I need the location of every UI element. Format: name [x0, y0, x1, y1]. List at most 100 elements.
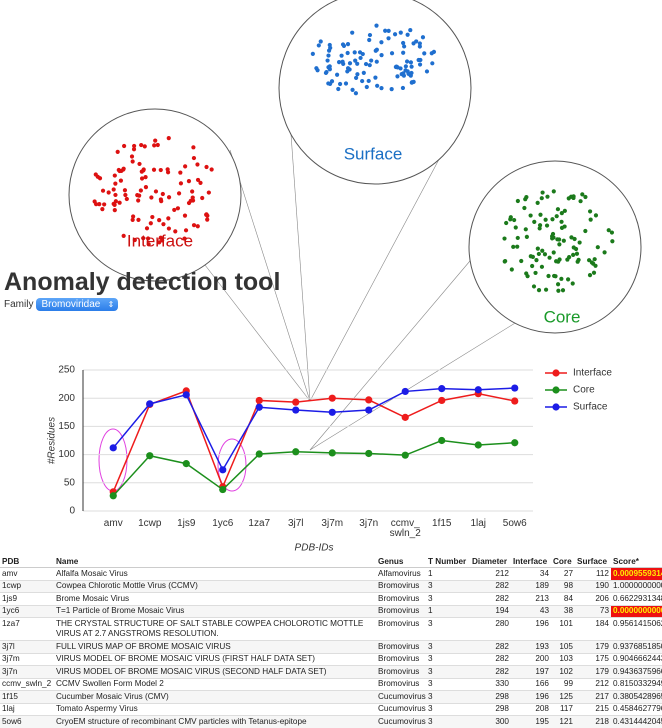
residue-dot [112, 208, 117, 213]
residue-dot [158, 235, 163, 240]
residue-dot [401, 71, 406, 76]
residue-dot [512, 217, 517, 223]
table-cell: Alfalfa Mosaic Virus [54, 567, 376, 580]
residue-dot [420, 35, 426, 40]
table-cell: 212 [470, 567, 511, 580]
residue-dot [100, 188, 106, 193]
column-header: Score* [611, 556, 662, 568]
x-tick-label: 5ow6 [503, 518, 527, 529]
data-point [292, 406, 300, 414]
table-cell: 282 [470, 579, 511, 593]
residue-dot [537, 223, 543, 228]
residue-dot [345, 66, 351, 71]
residue-dot [511, 244, 516, 249]
table-cell: 1 [426, 604, 470, 618]
table-cell: Cucumovirus [376, 690, 426, 703]
table-cell: 298 [470, 702, 511, 716]
table-cell: 3j7m [0, 652, 54, 666]
table-cell: THE CRYSTAL STRUCTURE OF SALT STABLE COW… [54, 617, 376, 641]
residue-dot [550, 217, 555, 222]
residue-dot [588, 217, 593, 222]
residue-dot [559, 211, 564, 216]
residue-dot [595, 245, 600, 250]
residue-dot [570, 281, 575, 286]
residue-dot [355, 72, 360, 77]
data-point [401, 413, 409, 421]
table-cell: 3 [426, 665, 470, 678]
residue-dot [153, 138, 158, 143]
residue-dot [157, 240, 162, 245]
residue-dot [152, 143, 157, 148]
residue-dot [195, 224, 200, 229]
residue-dot [113, 192, 118, 198]
residue-dot [409, 80, 415, 85]
residue-dot [191, 145, 196, 150]
table-cell: 1za7 [0, 617, 54, 641]
table-cell: Tomato Aspermy Virus [54, 702, 376, 716]
residue-dot [361, 70, 366, 75]
residue-dot [536, 288, 542, 293]
x-tick-label-line: 5ow6 [503, 518, 527, 529]
table-cell: 112 [575, 567, 611, 580]
table-cell: 197 [511, 665, 551, 678]
residue-dot [165, 167, 170, 172]
column-header: Genus [376, 556, 426, 568]
table-cell: 98 [551, 579, 575, 593]
residue-dot [523, 227, 528, 232]
core-circle [468, 160, 642, 334]
table-cell: 218 [575, 715, 611, 728]
residue-dot [139, 176, 145, 181]
table-row: 3j7n VIRUS MODEL OF BROME MOSAIC VIRUS (S… [0, 665, 662, 678]
x-tick-label: 1js9 [177, 518, 196, 529]
residue-dot [113, 199, 118, 204]
residue-dot [587, 209, 593, 214]
residue-dot [153, 189, 159, 194]
residue-dot [602, 250, 607, 255]
highlight-ellipse [217, 438, 247, 492]
data-point [182, 460, 190, 468]
table-cell: 0.0000000000 [611, 604, 662, 618]
residue-dot [116, 167, 121, 173]
table-cell: 213 [511, 592, 551, 605]
residue-dot [557, 242, 562, 247]
x-tick-label-line: 1laj [470, 518, 486, 529]
table-cell: 1f15 [0, 690, 54, 703]
residue-dot [535, 246, 540, 251]
legend-label: Core [573, 385, 595, 396]
residue-dot [358, 55, 363, 61]
residue-dot [515, 235, 520, 241]
residue-dot [538, 212, 543, 217]
residue-dot [353, 91, 359, 96]
residue-dot [188, 198, 193, 203]
table-cell: 84 [551, 592, 575, 605]
data-point [328, 408, 336, 416]
residue-dot [379, 86, 384, 91]
data-point [401, 451, 409, 459]
residue-dot [186, 179, 192, 184]
residue-dot [369, 58, 374, 63]
residue-dot [409, 70, 414, 76]
table-cell: Bromovirus [376, 652, 426, 666]
residue-dot [502, 259, 507, 264]
table-row: 3j7l FULL VIRUS MAP OF BROME MOSAIC VIRUS… [0, 640, 662, 653]
residue-dot [523, 197, 528, 202]
residue-dot [150, 214, 155, 220]
residue-dot [367, 37, 372, 43]
family-select[interactable]: Bromoviridae [36, 298, 119, 311]
table-row: 1js9 Brome Mosaic Virus Bromovirus 3 282 213 8… [0, 592, 662, 605]
residue-dot [205, 217, 210, 222]
header-row: PDB Name Genus T Number Diameter Interface Cor… [0, 556, 662, 568]
residue-dot [166, 135, 171, 141]
data-point [182, 391, 190, 399]
column-header: Interface [511, 556, 551, 568]
residue-dot [424, 69, 430, 74]
x-tick-label-line: 1za7 [248, 518, 270, 529]
residue-dot [337, 81, 343, 87]
table-cell: 117 [551, 702, 575, 716]
residue-dot [178, 181, 184, 186]
residue-dot [554, 259, 559, 264]
table-cell: 200 [511, 652, 551, 666]
residue-dot [144, 226, 150, 231]
residue-dot [209, 167, 214, 172]
residue-dot [559, 276, 564, 281]
